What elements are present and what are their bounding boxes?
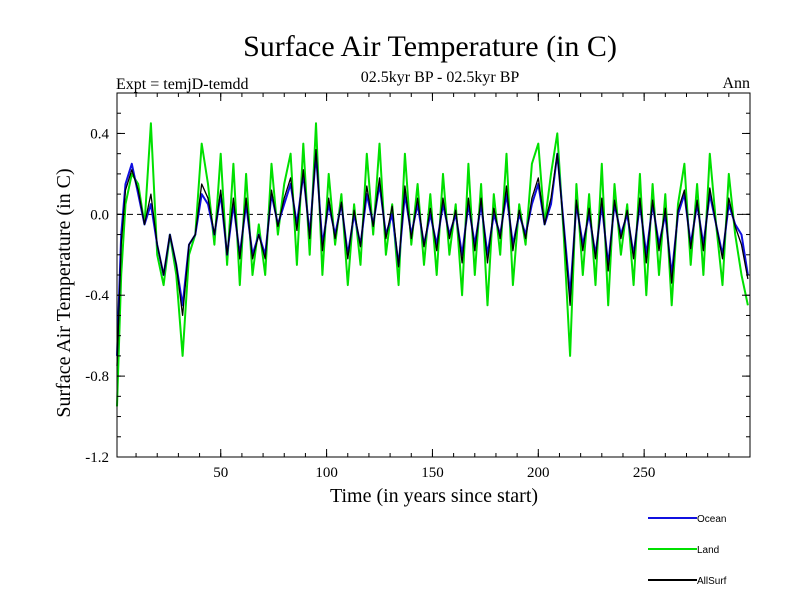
- y-tick-label: 0.4: [90, 126, 109, 142]
- x-tick-label: 200: [527, 465, 550, 481]
- x-tick-label: 250: [633, 465, 656, 481]
- y-tick-label: 0.0: [90, 207, 109, 223]
- legend-label-land: Land: [697, 545, 719, 556]
- legend-label-allsurf: AllSurf: [697, 576, 727, 587]
- x-tick-label: 50: [213, 465, 228, 481]
- x-tick-label: 100: [315, 465, 338, 481]
- chart-subtitle: 02.5kyr BP - 02.5kyr BP: [361, 69, 520, 86]
- legend-label-ocean: Ocean: [697, 514, 726, 525]
- period-label: Ann: [722, 75, 750, 92]
- x-axis-label: Time (in years since start): [330, 485, 538, 507]
- y-tick-label: -0.4: [85, 288, 109, 304]
- y-tick-label: -0.8: [85, 369, 109, 385]
- series-line-land: [116, 122, 749, 407]
- y-axis-label: Surface Air Temperature (in C): [53, 168, 75, 417]
- experiment-label: Expt = temjD-temdd: [116, 76, 249, 93]
- plot-frame: [116, 92, 751, 458]
- tick-layer: -1.2 -0.8 -0.4 0.0 0.4 50 100 150 200 250: [85, 92, 750, 481]
- series-layer: [116, 122, 749, 407]
- x-tick-label: 150: [421, 465, 444, 481]
- chart-title: Surface Air Temperature (in C): [243, 30, 617, 63]
- series-line-allsurf: [116, 148, 749, 367]
- legend: Ocean Land AllSurf: [648, 514, 727, 587]
- y-tick-label: -1.2: [85, 450, 109, 466]
